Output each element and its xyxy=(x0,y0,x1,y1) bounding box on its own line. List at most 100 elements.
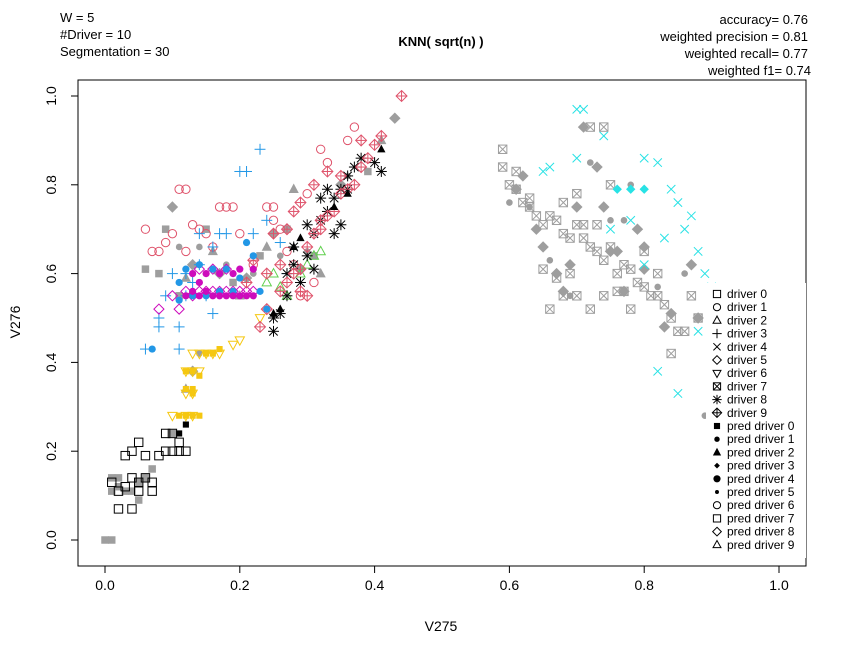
pred-point xyxy=(364,167,372,176)
pred2-point xyxy=(296,233,305,242)
pred-point xyxy=(654,283,661,291)
driver-7-point xyxy=(538,264,548,274)
pred-point xyxy=(108,487,116,495)
pred6-point xyxy=(182,385,189,393)
pred4cyan-point xyxy=(626,184,636,194)
driver-8-point xyxy=(375,166,387,177)
pred4-point xyxy=(195,261,203,269)
driver-0-point xyxy=(127,446,137,456)
pred-point xyxy=(128,487,136,495)
driver-4-point xyxy=(659,233,669,243)
pred5-point xyxy=(222,292,230,300)
pred5-point xyxy=(202,287,210,295)
driver-6-point xyxy=(193,367,205,378)
driver-0-point xyxy=(134,486,144,496)
pred-point xyxy=(607,217,614,224)
driver-6-point xyxy=(254,314,266,325)
driver-9-point xyxy=(314,223,327,236)
pred-point xyxy=(196,243,203,251)
legend-label: driver 3 xyxy=(727,327,767,341)
pred-point xyxy=(276,252,284,260)
driver-8-point xyxy=(328,228,340,240)
legend-symbol xyxy=(711,354,723,366)
pred-point xyxy=(530,223,543,235)
driver-1-point xyxy=(154,246,164,257)
legend-label: pred driver 7 xyxy=(727,511,795,525)
driver-1-point xyxy=(174,184,184,194)
pred5-point xyxy=(236,292,244,300)
pred-point xyxy=(586,159,594,166)
metric-line: weighted f1= 0.74 xyxy=(707,63,811,78)
driver-1-point xyxy=(282,246,292,257)
driver-7-point xyxy=(511,184,521,194)
driver-7-point xyxy=(599,122,609,132)
chart-title: KNN( sqrt(n) ) xyxy=(398,34,483,49)
driver-7-point xyxy=(585,304,595,314)
legend-label: pred driver 0 xyxy=(727,419,795,433)
driver-9-point xyxy=(301,240,314,254)
x-tick-label: 0.6 xyxy=(500,577,520,593)
x-tick-label: 0.2 xyxy=(230,577,250,593)
driver-9-point xyxy=(267,227,280,240)
driver-4-point xyxy=(673,388,683,399)
driver-6-point xyxy=(227,340,239,351)
legend-label: driver 9 xyxy=(727,406,767,420)
driver-0-point xyxy=(107,477,117,487)
driver-7-point xyxy=(565,233,575,243)
driver-7-point xyxy=(565,268,575,279)
driver-0-point xyxy=(127,504,137,514)
pred4-point xyxy=(209,265,217,273)
driver-3-point xyxy=(166,268,178,280)
legend-symbol xyxy=(715,490,719,494)
pred4-point xyxy=(182,265,190,273)
driver-7-point xyxy=(551,215,562,226)
driver-0-point xyxy=(167,446,178,456)
driver-0-point xyxy=(113,504,124,514)
driver-7-point xyxy=(578,233,589,243)
pred5-point xyxy=(195,278,203,287)
pred-point xyxy=(134,478,143,487)
driver-9-point xyxy=(375,129,388,143)
driver-4-point xyxy=(572,104,582,114)
legend-symbol xyxy=(712,394,722,405)
pred2-point xyxy=(289,242,298,251)
driver-8-point xyxy=(301,219,313,231)
pred-point xyxy=(681,270,688,277)
pred4-point xyxy=(222,265,230,273)
param-line: W = 5 xyxy=(60,10,94,25)
pred-point xyxy=(141,474,150,482)
driver-4-point xyxy=(626,215,636,225)
y-tick-label: 0.8 xyxy=(43,175,59,195)
legend-symbol xyxy=(713,342,721,351)
pred-point xyxy=(546,256,554,264)
pred-point xyxy=(166,201,179,213)
pred5-point xyxy=(229,270,237,278)
pred4-point xyxy=(242,238,251,247)
driver-7-point xyxy=(639,246,649,257)
metric-line: accuracy= 0.76 xyxy=(719,12,808,27)
driver-4-point xyxy=(653,158,663,168)
driver-9-point xyxy=(321,165,334,178)
pred-point xyxy=(310,252,318,260)
driver-9-point xyxy=(348,178,361,191)
driver-1-point xyxy=(147,246,157,257)
pred0-point xyxy=(182,421,189,428)
driver-9-point xyxy=(307,178,321,191)
driver-4-point xyxy=(578,104,589,114)
driver-0-point xyxy=(120,482,130,492)
legend-label: driver 1 xyxy=(727,300,767,314)
pred-point xyxy=(571,201,583,213)
driver-0-point xyxy=(134,437,144,448)
pred5-point xyxy=(249,265,257,273)
pred-point xyxy=(101,536,109,544)
pred6-point xyxy=(176,412,183,419)
pred4cyan-point xyxy=(612,184,622,194)
driver-9-point xyxy=(260,267,273,280)
driver-9-point xyxy=(334,169,348,183)
pred-point xyxy=(566,292,574,300)
driver-2-point xyxy=(315,245,327,256)
driver-9-point xyxy=(280,223,294,236)
driver-5-point xyxy=(193,263,206,275)
pred-point xyxy=(591,161,603,173)
driver-7-point xyxy=(578,220,589,230)
